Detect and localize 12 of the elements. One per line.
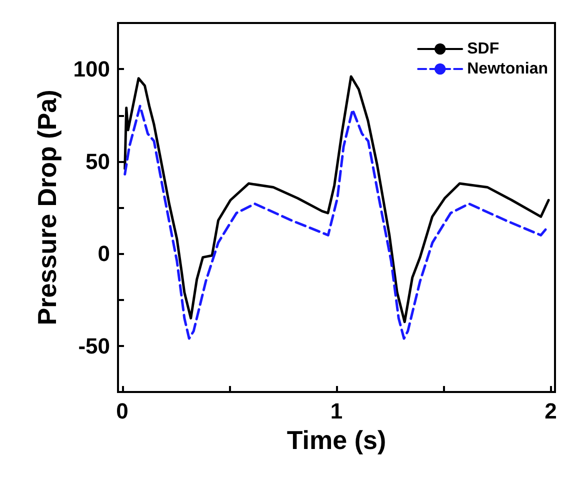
y-tick-label: 50 [86,148,110,174]
y-tick-label: 0 [98,241,110,266]
y-axis-title: Pressure Drop (Pa) [32,90,62,326]
x-tick-label: 0 [116,398,128,424]
x-axis-title: Time (s) [286,424,386,455]
y-tick-label: 100 [73,56,110,82]
legend-label: SDF [467,40,500,58]
x-tick-label: 2 [544,398,557,424]
y-tick-label: -50 [78,333,110,358]
line-series [124,104,550,340]
x-tick-label: 1 [330,398,343,424]
legend-label: Newtonian [467,60,548,78]
